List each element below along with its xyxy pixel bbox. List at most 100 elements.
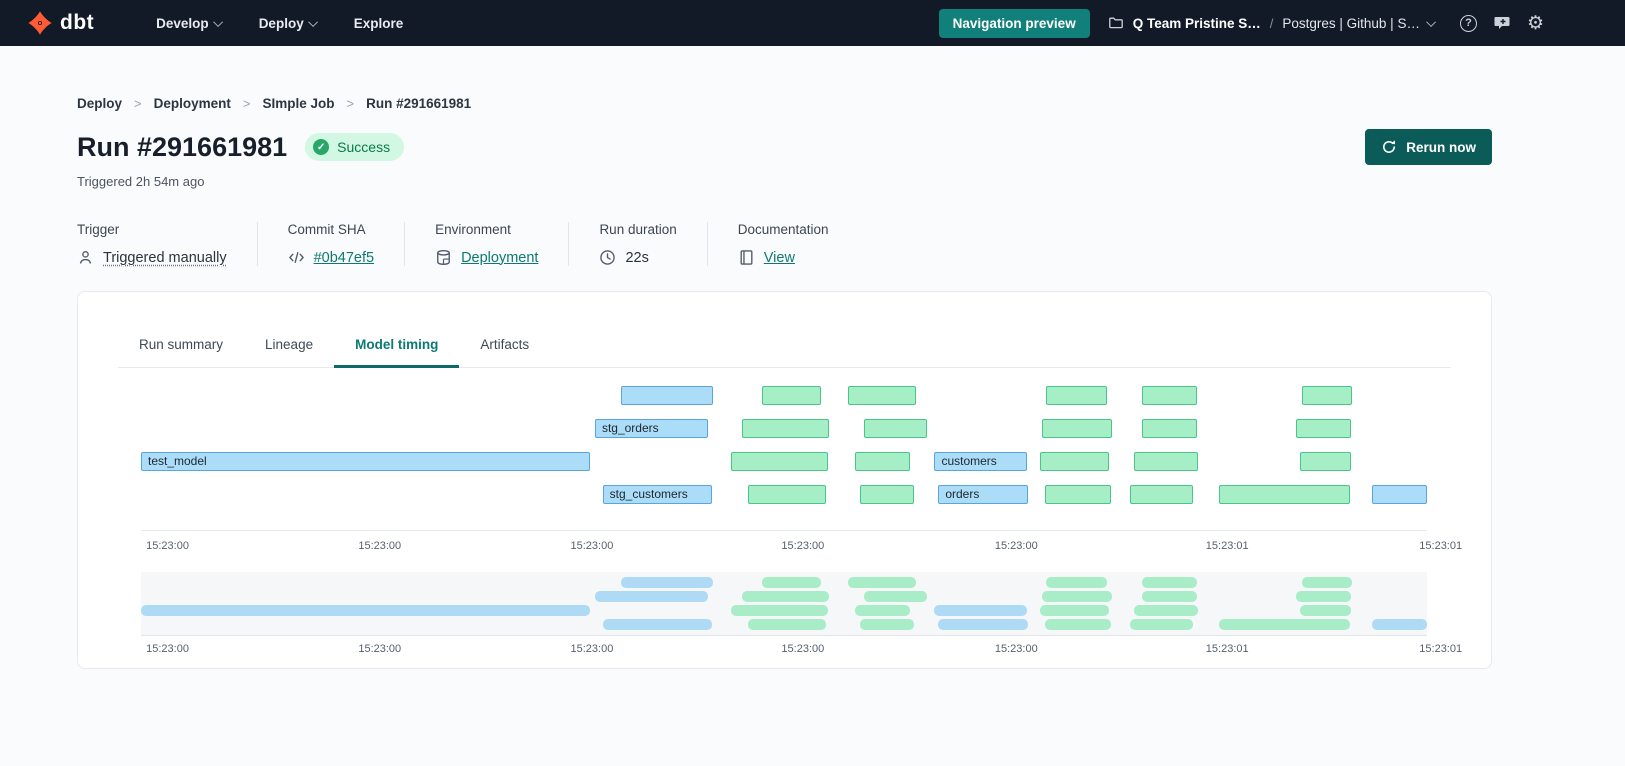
tab-artifacts[interactable]: Artifacts [480, 337, 530, 352]
account-separator: / [1269, 15, 1274, 31]
dbt-logo-icon [27, 10, 53, 36]
gantt-bar[interactable] [1042, 419, 1112, 438]
feedback-icon[interactable] [1493, 14, 1511, 32]
chevron-down-icon [212, 16, 223, 27]
gantt-bar[interactable] [731, 452, 828, 471]
nav-menu: Develop Deploy Explore [156, 16, 403, 31]
minimap-bar [1218, 619, 1350, 630]
status-badge: ✓ Success [305, 133, 405, 161]
meta-label: Trigger [77, 222, 120, 237]
model-timing-chart: stg_orders test_model customers stg_custome… [141, 386, 1462, 656]
gear-icon[interactable]: ⚙ [1526, 12, 1544, 34]
meta-value-commit-sha[interactable]: #0b47ef5 [313, 249, 375, 266]
gantt-bar[interactable] [1295, 419, 1352, 438]
time-tick: 15:23:01 [1205, 643, 1249, 655]
gantt-bar[interactable] [863, 419, 927, 438]
breadcrumb-item-deployment[interactable]: Deployment [153, 96, 231, 111]
minimap-bar [741, 591, 829, 602]
meta-value-trigger: Triggered manually [103, 249, 227, 266]
nav-menu-item-deploy[interactable]: Deploy [259, 16, 318, 31]
meta-label: Documentation [737, 222, 829, 237]
minimap-bar [1042, 591, 1112, 602]
minimap-bar [1295, 591, 1352, 602]
gantt-time-axis: 15:23:00 15:23:00 15:23:00 15:23:00 15:23:00… [141, 540, 1462, 553]
breadcrumb-separator: > [346, 96, 355, 111]
gantt-row-3: test_model customers [141, 452, 1427, 471]
success-check-icon: ✓ [313, 139, 330, 155]
doc-icon [738, 249, 755, 266]
nav-menu-item-explore[interactable]: Explore [353, 15, 404, 31]
tab-run-summary[interactable]: Run summary [139, 337, 224, 352]
time-tick: 15:23:00 [781, 643, 825, 655]
breadcrumb-item-simple-job[interactable]: SImple Job [262, 96, 335, 111]
breadcrumb-item-deploy[interactable]: Deploy [77, 96, 123, 111]
minimap-bar [934, 605, 1028, 616]
time-tick: 15:23:00 [358, 643, 402, 655]
breadcrumb: Deploy > Deployment > SImple Job > Run #291661… [77, 96, 1492, 111]
refresh-icon [1381, 139, 1397, 155]
gantt-bar[interactable] [848, 386, 917, 405]
minimap-bar [731, 605, 828, 616]
rerun-now-button[interactable]: Rerun now [1365, 129, 1492, 165]
minimap-bar [848, 577, 917, 588]
navigation-preview-button[interactable]: Navigation preview [938, 8, 1090, 38]
minimap-row-4 [141, 619, 1427, 630]
gantt-bar[interactable] [762, 386, 822, 405]
gantt-row-4: stg_customers orders [141, 485, 1427, 504]
gantt-bar-stg-customers[interactable]: stg_customers [602, 485, 712, 504]
gantt-bar-stg-orders[interactable]: stg_orders [594, 419, 709, 438]
breadcrumb-separator: > [242, 96, 251, 111]
minimap-row-3 [141, 605, 1427, 616]
meta-value-documentation[interactable]: View [763, 249, 795, 266]
minimap-bar [854, 605, 911, 616]
minimap-bar [863, 591, 927, 602]
time-tick: 15:23:00 [781, 540, 825, 552]
chevron-down-icon [307, 16, 318, 27]
gantt-bar[interactable] [1371, 485, 1427, 504]
minimap-bar [1299, 605, 1352, 616]
minimap-bar [1141, 577, 1197, 588]
gantt-bar[interactable] [1046, 386, 1107, 405]
tab-lineage[interactable]: Lineage [265, 337, 314, 352]
breadcrumb-item-run-291661981: Run #291661981 [366, 96, 472, 111]
tab-model-timing[interactable]: Model timing [334, 322, 460, 368]
account-project-selector[interactable]: Q Team Pristine S… / Postgres | Github |… [1108, 15, 1436, 31]
gantt-bar[interactable] [859, 485, 914, 504]
meta-value-run-duration: 22s [625, 249, 649, 266]
gantt-bar[interactable] [1133, 452, 1199, 471]
meta-label: Run duration [599, 222, 677, 237]
time-tick: 15:23:01 [1205, 540, 1249, 552]
minimap-bar [602, 619, 712, 630]
gantt-bar[interactable] [1218, 485, 1350, 504]
help-icon[interactable]: ? [1459, 14, 1477, 32]
run-detail-card: Run summary Lineage Model timing Artifacts … [77, 291, 1492, 669]
gantt-bar[interactable] [1129, 485, 1193, 504]
gantt-bar-test-model[interactable]: test_model [141, 452, 590, 471]
meta-value-environment[interactable]: Deployment [461, 249, 539, 266]
gantt-bar[interactable] [741, 419, 829, 438]
minimap-bar [1141, 591, 1197, 602]
person-icon [77, 249, 94, 266]
minimap-time-axis: 15:23:00 15:23:00 15:23:00 15:23:00 15:23:00… [141, 643, 1462, 656]
gantt-bar-orders[interactable]: orders [938, 485, 1029, 504]
run-metadata-row: Trigger Triggered manually Commit SHA #0b47… [77, 222, 1492, 266]
gantt-bar[interactable] [1039, 452, 1110, 471]
gantt-bar[interactable] [620, 386, 714, 405]
gantt-minimap[interactable] [141, 572, 1427, 636]
gantt-bar[interactable] [1302, 386, 1353, 405]
nav-menu-item-develop[interactable]: Develop [156, 16, 223, 31]
dbt-logo[interactable]: dbt [27, 10, 94, 36]
gantt-bar-label: customers [941, 454, 997, 468]
gantt-bar[interactable] [1141, 419, 1197, 438]
minimap-bar [1302, 577, 1353, 588]
meta-label: Commit SHA [287, 222, 366, 237]
gantt-bar[interactable] [1299, 452, 1352, 471]
gantt-row-2: stg_orders [141, 419, 1427, 438]
gantt-bar[interactable] [747, 485, 827, 504]
gantt-bar[interactable] [854, 452, 911, 471]
gantt-bar[interactable] [1141, 386, 1197, 405]
gantt-bar[interactable] [1045, 485, 1111, 504]
gantt-bar-customers[interactable]: customers [934, 452, 1028, 471]
minimap-bar [859, 619, 914, 630]
minimap-bar [1133, 605, 1199, 616]
